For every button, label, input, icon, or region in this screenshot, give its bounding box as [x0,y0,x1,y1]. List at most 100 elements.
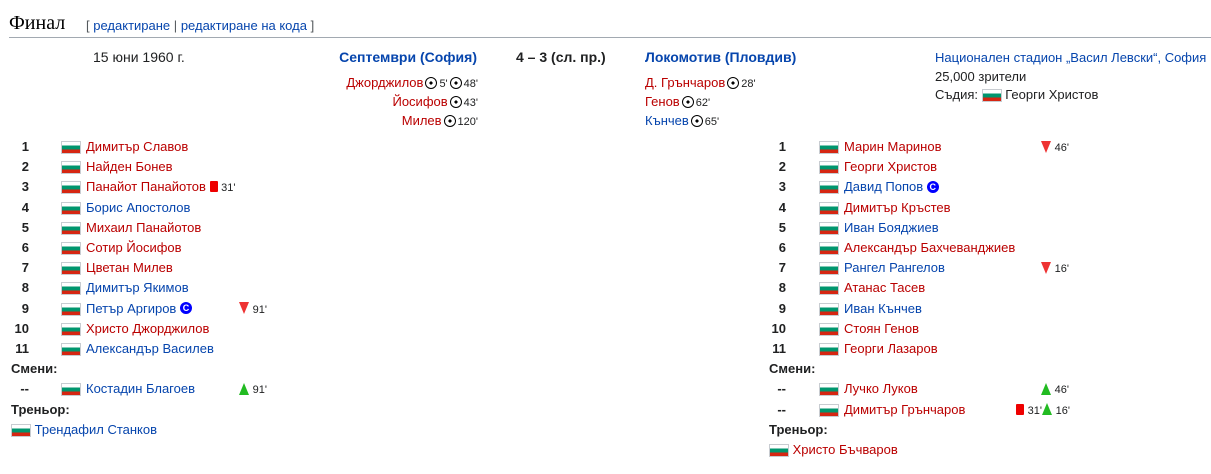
player-link[interactable]: Давид Попов [844,179,924,195]
player-name-cell: Христо Джорджилов [86,321,209,336]
bulgaria-flag-icon [819,141,839,154]
player-link[interactable]: Димитър Кръстев [844,199,951,215]
sub-event: 91' [239,381,267,396]
bulgaria-flag-icon [61,322,81,336]
player-link[interactable]: Димитър Славов [86,139,189,154]
goal-scorer-link[interactable]: Генов [645,94,680,109]
player-link[interactable]: Димитър Грънчаров [844,401,966,417]
goal-scorer-link[interactable]: Кънчев [645,113,689,128]
player-link[interactable]: Александър Василев [86,341,214,356]
player-link[interactable]: Стоян Генов [844,320,919,336]
bulgaria-flag-icon [61,343,81,356]
goal-scorer-link[interactable]: Йосифов [392,94,448,109]
player-link[interactable]: Панайот Панайотов [86,179,206,195]
player-link[interactable]: Костадин Благоев [86,381,196,397]
bulgaria-flag-icon [819,242,839,255]
bulgaria-flag-icon [61,262,81,276]
coach-link[interactable]: Трендафил Станков [34,421,158,437]
player-link[interactable]: Марин Маринов [844,139,942,154]
player-name-cell: Рангел Рангелов [844,260,945,275]
goal-minute: 28' [741,78,756,90]
section-heading: Финал [9,12,66,34]
bulgaria-flag-icon [61,181,81,195]
sub-minute: 46' [1054,142,1069,154]
player-link[interactable]: Димитър Якимов [86,280,189,296]
player-name-cell: Петър Аргиров C [86,301,192,316]
goal-ball-icon [681,95,694,108]
stadium-link[interactable]: Национален стадион „Васил Левски“, София [935,50,1207,65]
goal-minute: 120' [457,116,478,128]
player-number: 3 [778,179,786,195]
edit-separator: | [173,18,178,33]
bulgaria-flag-icon [819,302,839,316]
goal-minute: 62' [695,97,711,109]
goal-scorer-link[interactable]: Джорджилов [346,75,424,90]
bulgaria-flag-icon [819,383,839,397]
bulgaria-flag-icon [61,383,81,397]
referee: Съдия: Георги Христов [935,87,1098,103]
player-link[interactable]: Георги Христов [844,159,938,175]
goal-row: Генов 62' [645,94,710,109]
player-link[interactable]: Михаил Панайотов [86,219,202,235]
player-link[interactable]: Рангел Рангелов [844,260,945,276]
bulgaria-flag-icon [819,343,839,356]
goal-ball-icon [449,76,462,89]
bulgaria-flag-icon [819,181,839,195]
player-number: 5 [21,219,29,235]
player-link[interactable]: Лучко Луков [844,381,918,397]
player-link[interactable]: Цветан Милев [86,260,173,276]
player-link[interactable]: Георги Лазаров [844,341,938,356]
player-number: 7 [21,260,29,276]
goal-scorer-link[interactable]: Милев [401,113,442,128]
coach-label: Треньор: [769,421,828,437]
player-link[interactable]: Атанас Тасев [844,280,926,296]
away-team-link[interactable]: Локомотив (Пловдив) [645,49,797,65]
player-link[interactable]: Александър Бахчеванджиев [844,240,1016,255]
goal-minute: 65' [704,116,720,128]
sub-event: 91' [239,301,267,316]
player-number: 4 [21,199,29,215]
coach-row: Христо Бъчваров [769,442,898,458]
player-name-cell: Димитър Якимов [86,280,189,295]
player-link[interactable]: Иван Кънчев [844,300,922,316]
goal-scorer-link[interactable]: Д. Грънчаров [645,75,726,90]
red-card-icon [209,181,218,193]
player-number: 9 [21,300,29,316]
player-name-cell: Сотир Йосифов [86,240,182,255]
captain-icon: C [926,180,939,193]
player-number: 6 [778,240,786,255]
player-link[interactable]: Сотир Йосифов [86,240,182,255]
edit-link[interactable]: редактиране [93,18,171,33]
player-name-cell: Атанас Тасев [844,280,925,295]
player-number: 8 [21,280,29,296]
home-team-link[interactable]: Септември (София) [339,49,477,65]
sub-off-arrow-icon [1041,261,1051,274]
coach-link[interactable]: Христо Бъчваров [792,442,898,457]
player-name-cell: Михаил Панайотов [86,220,201,235]
player-link[interactable]: Христо Джорджилов [86,320,210,336]
player-link[interactable]: Петър Аргиров [86,300,177,316]
bracket-open: [ [86,18,90,33]
edit-source-link[interactable]: редактиране на кода [180,18,307,33]
player-name-cell: Иван Кънчев [844,301,922,316]
player-number: 10 [14,320,29,336]
player-number: -- [777,401,786,417]
player-number: 11 [772,341,786,356]
captain-icon: C [179,302,192,315]
player-link[interactable]: Найден Бонев [86,159,173,175]
player-number: 4 [778,199,786,215]
goal-minute: 5' [439,78,448,90]
player-name-cell: Александър Василев [86,341,214,356]
heading-divider [9,37,1211,38]
player-number: 1 [778,139,786,154]
player-link[interactable]: Иван Бояджиев [844,219,939,235]
player-link[interactable]: Борис Апостолов [86,199,191,215]
bulgaria-flag-icon [11,423,31,437]
sub-minute: 16' [1055,404,1070,417]
player-number: 6 [21,240,29,255]
coach-row: Трендафил Станков [11,422,157,437]
goal-row: Кънчев 65' [645,113,719,128]
player-number: 11 [15,341,29,356]
sub-off-arrow-icon [239,302,249,315]
player-number: 7 [778,260,786,276]
